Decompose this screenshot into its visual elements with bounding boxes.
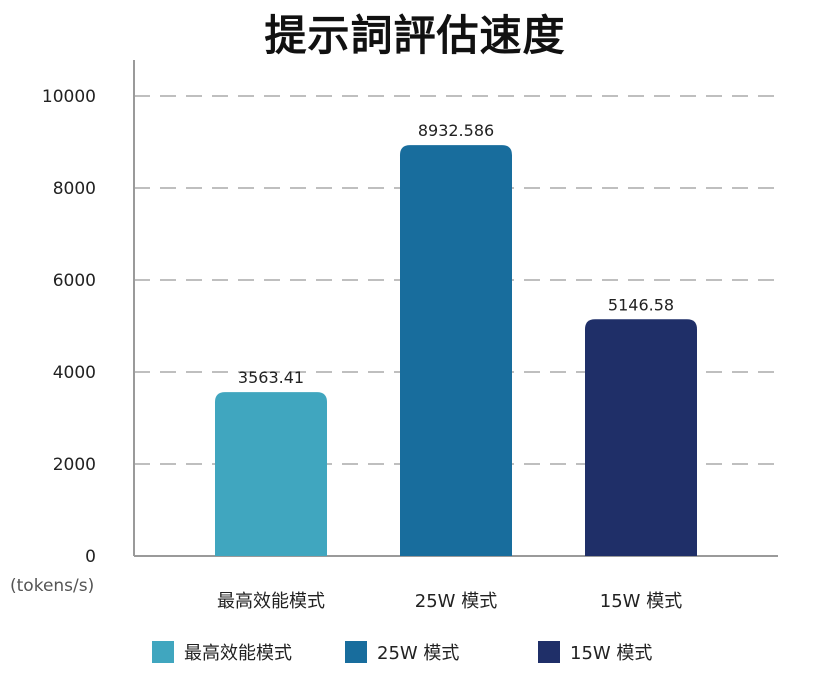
legend-swatch: [345, 641, 367, 663]
chart-title: 提示詞評估速度: [264, 11, 566, 60]
x-tick-label: 最高效能模式: [217, 591, 325, 612]
y-tick-label: 6000: [53, 271, 96, 291]
x-tick-label: 15W 模式: [600, 591, 682, 612]
bar-chart: 0 2000 4000 6000 8000 10000 3563.41 最高效能模式 8932.…: [42, 60, 778, 612]
legend-label: 15W 模式: [570, 643, 653, 664]
bar-value-label: 3563.41: [238, 368, 304, 387]
y-tick-label: 8000: [53, 179, 96, 199]
y-tick-label: 4000: [53, 363, 96, 383]
legend-item-max-performance: 最高效能模式: [152, 638, 292, 666]
bar: [400, 145, 512, 556]
x-tick-label: 25W 模式: [415, 591, 497, 612]
legend-label: 最高效能模式: [184, 643, 292, 664]
legend-item-15w: 15W 模式: [538, 638, 652, 666]
bar: [215, 392, 327, 556]
bar-value-label: 8932.586: [418, 121, 494, 140]
legend-swatch: [152, 641, 174, 663]
legend: 最高效能模式 25W 模式 15W 模式: [0, 638, 830, 668]
y-axis-label: (tokens/s): [10, 576, 95, 596]
y-tick-label: 0: [85, 547, 96, 567]
legend-swatch: [538, 641, 560, 663]
bar: [585, 319, 697, 556]
legend-item-25w: 25W 模式: [345, 638, 459, 666]
bar-value-label: 5146.58: [608, 295, 674, 314]
legend-label: 25W 模式: [377, 643, 460, 664]
y-tick-label: 2000: [53, 455, 96, 475]
y-tick-label: 10000: [42, 87, 96, 107]
